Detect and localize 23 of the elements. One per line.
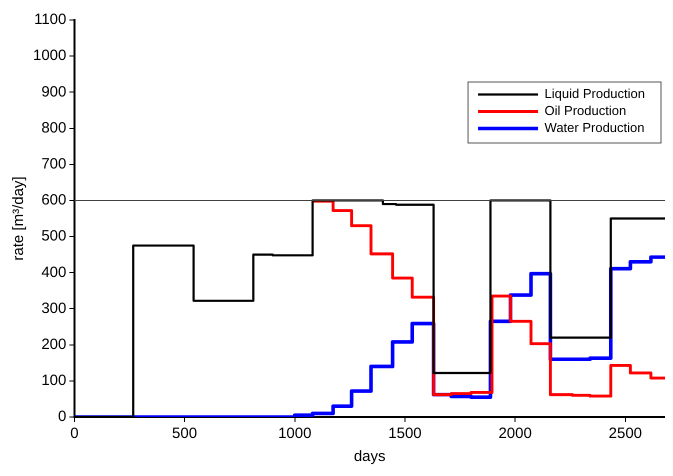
legend-label: Liquid Production [544,86,646,102]
x-tick-label: 2000 [498,425,532,442]
y-tick-label: 700 [41,156,66,173]
y-tick-label: 500 [41,228,66,245]
y-tick-label: 1100 [34,11,66,28]
y-tick-label: 0 [58,408,66,426]
y-tick-label: 200 [41,336,66,353]
x-tick-label: 2500 [608,425,642,442]
y-tick-label: 400 [41,264,66,281]
y-axis-title: rate [m³/day] [10,176,28,261]
y-tick-label: 600 [41,192,66,209]
legend-label: Water Production [544,120,644,136]
x-axis-title: days [354,448,386,466]
y-tick-label: 800 [41,119,66,136]
y-tick-label: 300 [41,300,66,317]
legend-label: Oil Production [544,103,626,118]
y-tick-label: 100 [41,372,66,390]
x-tick-label: 1000 [278,425,312,442]
y-tick-label: 1000 [32,47,66,64]
x-tick-label: 0 [70,425,79,442]
x-tick-label: 1500 [388,425,422,442]
y-tick-label: 900 [41,83,66,100]
x-tick-label: 500 [172,425,198,442]
